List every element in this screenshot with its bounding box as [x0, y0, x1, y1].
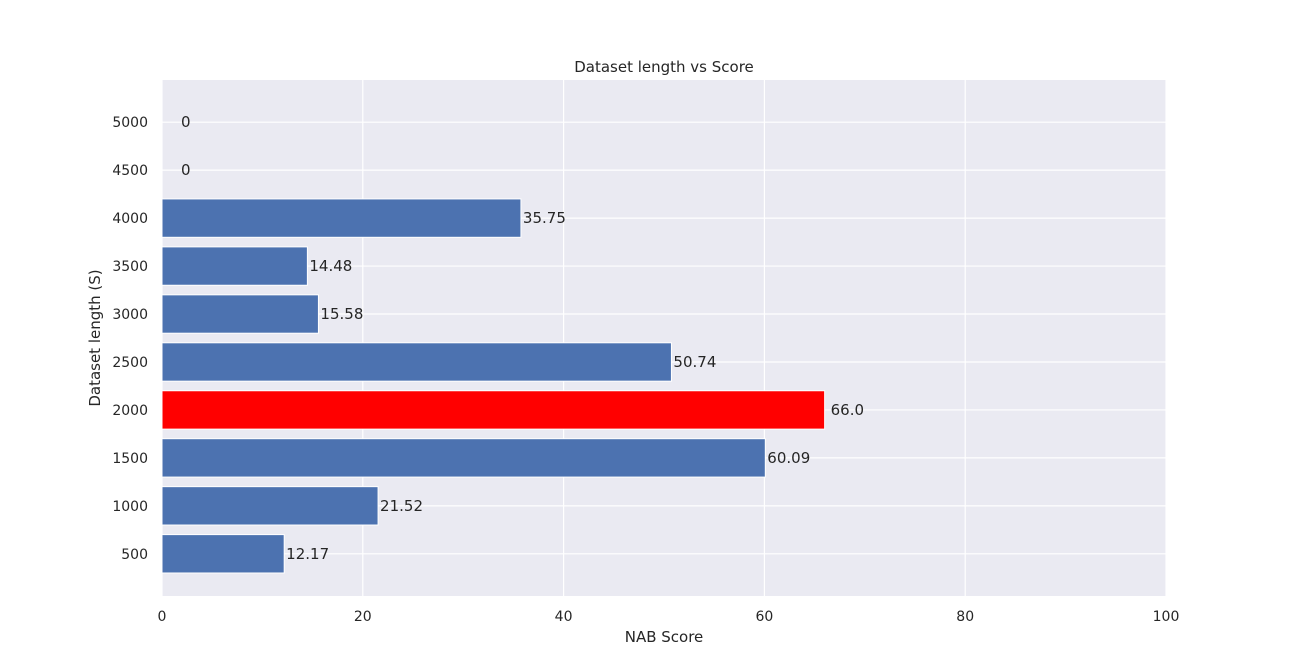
y-tick-label: 500	[121, 547, 148, 563]
x-axis-ticks: 0 20 40 60 80 100	[158, 609, 1180, 625]
y-tick-label: 2000	[112, 403, 148, 419]
data-label-3000: 15.58	[320, 305, 363, 323]
y-axis-ticks: 500 1000 1500 2000 2500 3000 3500 4000 4500 5000	[112, 115, 148, 563]
data-label-2000: 66.0	[831, 401, 864, 419]
y-tick-label: 4500	[112, 163, 148, 179]
bar-2000	[161, 390, 826, 430]
x-tick-label: 60	[755, 609, 773, 625]
x-tick-label: 0	[158, 609, 167, 625]
y-tick-label: 3000	[112, 307, 148, 323]
bar-3000	[161, 294, 319, 334]
data-labels: 12.17 21.52 60.09 66.0 50.74 15.58 14.48 35.75 0…	[181, 113, 864, 563]
bars	[161, 198, 826, 574]
bar-1500	[161, 438, 766, 478]
data-label-1000: 21.52	[380, 497, 423, 515]
y-tick-label: 3500	[112, 259, 148, 275]
bar-4000	[161, 198, 522, 238]
x-tick-label: 100	[1153, 609, 1180, 625]
x-axis-label: NAB Score	[625, 628, 704, 646]
data-label-1500: 60.09	[767, 449, 810, 467]
data-label-2500: 50.74	[673, 353, 716, 371]
chart-title: Dataset length vs Score	[574, 58, 754, 76]
bar-3500	[161, 246, 308, 286]
y-tick-label: 2500	[112, 355, 148, 371]
bar-500	[161, 534, 285, 574]
y-axis-label: Dataset length (S)	[86, 269, 104, 406]
bar-1000	[161, 486, 379, 526]
data-label-4000: 35.75	[523, 209, 566, 227]
data-label-3500: 14.48	[309, 257, 352, 275]
data-label-4500: 0	[181, 161, 191, 179]
x-tick-label: 20	[354, 609, 372, 625]
x-tick-label: 80	[956, 609, 974, 625]
data-label-500: 12.17	[286, 545, 329, 563]
data-label-5000: 0	[181, 113, 191, 131]
x-tick-label: 40	[555, 609, 573, 625]
y-tick-label: 5000	[112, 115, 148, 131]
bar-2500	[161, 342, 672, 382]
y-tick-label: 4000	[112, 211, 148, 227]
y-tick-label: 1000	[112, 499, 148, 515]
y-tick-label: 1500	[112, 451, 148, 467]
